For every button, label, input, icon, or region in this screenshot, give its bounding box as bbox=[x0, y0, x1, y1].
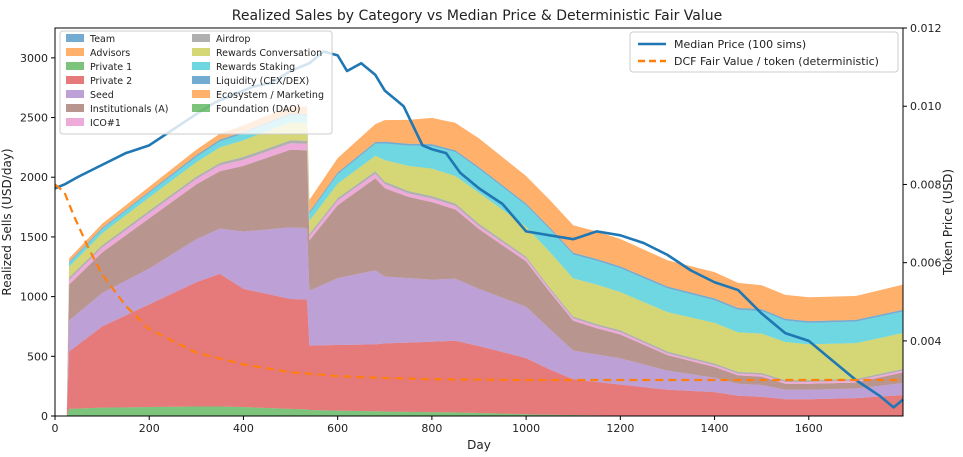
x-tick-label: 200 bbox=[139, 422, 160, 435]
legend-line-label: Median Price (100 sims) bbox=[674, 38, 806, 51]
legend-swatch bbox=[192, 48, 210, 56]
area-private-1 bbox=[55, 406, 903, 416]
legend-label: ICO#1 bbox=[90, 118, 121, 129]
legend-swatch bbox=[192, 34, 210, 42]
legend-label: Institutionals (A) bbox=[90, 104, 168, 115]
legend-swatch bbox=[66, 62, 84, 70]
area-institutionals-a bbox=[55, 149, 903, 416]
area-private-2 bbox=[55, 273, 903, 416]
y-axis-right-label: Token Price (USD) bbox=[941, 169, 955, 276]
legend-label: Private 2 bbox=[90, 76, 132, 87]
legend-swatch bbox=[66, 118, 84, 126]
y-axis-label: Realized Sells (USD/day) bbox=[0, 148, 14, 295]
legend-categories: Team Advisors Private 1 Private 2 Seed Instit… bbox=[59, 30, 333, 135]
legend-label: Private 1 bbox=[90, 62, 132, 73]
legend-swatch bbox=[66, 48, 84, 56]
area-rewards-conversation bbox=[55, 122, 903, 416]
legend-swatch bbox=[192, 62, 210, 70]
line-dcf-fair-value-token-deterministic bbox=[54, 183, 903, 382]
legend-swatch bbox=[192, 90, 210, 98]
legend-label: Foundation (DAO) bbox=[216, 104, 300, 115]
area-layer bbox=[55, 106, 903, 417]
y-tick-label: 1000 bbox=[20, 291, 48, 304]
x-tick-label: 1600 bbox=[795, 422, 823, 435]
legend-label: Airdrop bbox=[216, 34, 250, 45]
legend-label: Advisors bbox=[90, 48, 130, 59]
plot-frame bbox=[54, 27, 904, 417]
x-tick-label: 1200 bbox=[606, 422, 634, 435]
y-right-tick-label: 0.004 bbox=[910, 335, 942, 348]
legend-line-label: DCF Fair Value / token (deterministic) bbox=[674, 55, 879, 68]
y-axis-right: 0.004 0.006 0.008 0.010 0.012 bbox=[903, 22, 942, 348]
x-tick-label: 400 bbox=[233, 422, 254, 435]
legend-swatch bbox=[192, 76, 210, 84]
legend-label: Rewards Conversation bbox=[216, 48, 322, 59]
y-tick-label: 1500 bbox=[20, 231, 48, 244]
x-axis: 0 200 400 600 800 1000 1200 1400 1600 bbox=[52, 416, 823, 435]
legend-price-lines: Median Price (100 sims) DCF Fair Value / … bbox=[629, 31, 899, 73]
area-rewards-staking bbox=[55, 115, 903, 417]
legend-swatch bbox=[66, 90, 84, 98]
y-axis-left: 0 500 1000 1500 2000 2500 3000 bbox=[20, 52, 55, 423]
x-tick-label: 800 bbox=[421, 422, 442, 435]
y-tick-label: 500 bbox=[27, 350, 48, 363]
x-tick-label: 0 bbox=[52, 422, 59, 435]
legend-label: Ecosystem / Marketing bbox=[216, 90, 324, 101]
y-right-tick-label: 0.008 bbox=[910, 178, 942, 191]
y-tick-label: 2500 bbox=[20, 112, 48, 125]
legend-label: Rewards Staking bbox=[216, 62, 295, 73]
y-right-tick-label: 0.006 bbox=[910, 257, 942, 270]
legend-swatch bbox=[66, 34, 84, 42]
legend-label: Team bbox=[89, 34, 115, 45]
x-tick-label: 600 bbox=[327, 422, 348, 435]
x-tick-label: 1400 bbox=[701, 422, 729, 435]
legend-swatch bbox=[66, 104, 84, 112]
y-tick-label: 2000 bbox=[20, 171, 48, 184]
legend-label: Liquidity (CEX/DEX) bbox=[216, 76, 309, 87]
y-right-tick-label: 0.012 bbox=[910, 22, 942, 35]
legend-swatch bbox=[66, 76, 84, 84]
x-tick-label: 1000 bbox=[512, 422, 540, 435]
legend-label: Seed bbox=[90, 90, 114, 101]
legend-price-lines-box bbox=[629, 31, 899, 73]
chart-title: Realized Sales by Category vs Median Pri… bbox=[232, 8, 722, 24]
y-tick-label: 0 bbox=[41, 410, 48, 423]
area-seed bbox=[55, 227, 903, 416]
x-axis-label: Day bbox=[467, 438, 491, 452]
y-tick-label: 3000 bbox=[20, 52, 48, 65]
legend-swatch bbox=[192, 104, 210, 112]
y-right-tick-label: 0.010 bbox=[910, 100, 942, 113]
